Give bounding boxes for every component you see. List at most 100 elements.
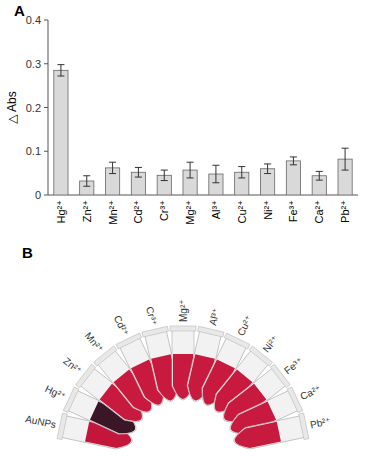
error-bar (135, 167, 142, 177)
tube-label: Mn²⁺ (83, 330, 106, 354)
error-cap (57, 64, 64, 65)
y-tick-label: 0.1 (26, 145, 41, 157)
tube-label: Cd²⁺ (112, 314, 131, 338)
x-tick-label: Hg²⁺ (55, 200, 67, 224)
x-tick-label: Cu²⁺ (236, 200, 248, 224)
panel-label: B (22, 244, 33, 261)
tube-label: Zn²⁺ (61, 355, 84, 376)
error-bar (109, 162, 116, 173)
error-cap (187, 177, 194, 178)
error-stem (164, 170, 165, 181)
error-bar (57, 65, 64, 76)
error-cap (264, 173, 271, 174)
y-tick-label: 0.4 (26, 14, 41, 26)
error-cap (187, 162, 194, 163)
y-tick (44, 151, 48, 152)
tube-rim (299, 413, 309, 439)
error-bar (83, 176, 90, 187)
error-cap (57, 76, 64, 77)
error-cap (109, 173, 116, 174)
error-stem (241, 167, 242, 178)
y-tick (44, 63, 48, 64)
error-cap (135, 167, 142, 168)
x-tick-label: Zn²⁺ (81, 200, 93, 223)
tube-label: Ca²⁺ (298, 383, 322, 402)
bar (54, 70, 68, 195)
tube-liquid (233, 422, 281, 451)
y-axis-label: △ Abs (5, 91, 19, 124)
x-tick-label: Mn²⁺ (107, 200, 119, 225)
error-stem (319, 171, 320, 180)
error-bar (212, 165, 219, 183)
error-stem (86, 176, 87, 187)
y-tick (44, 20, 48, 21)
error-bar (316, 171, 323, 180)
tube-label: AuNPs (24, 413, 57, 430)
error-stem (267, 164, 268, 174)
error-stem (190, 162, 191, 178)
error-stem (215, 165, 216, 183)
y-tick-label: 0.2 (26, 102, 41, 114)
error-cap (290, 164, 297, 165)
error-cap (83, 186, 90, 187)
error-bar (290, 157, 297, 165)
x-tick-label: Fe³⁺ (287, 200, 299, 223)
error-cap (264, 163, 271, 164)
tube (231, 413, 309, 454)
error-stem (293, 157, 294, 165)
tube-label: Hg²⁺ (43, 383, 67, 402)
error-cap (238, 166, 245, 167)
tube-label: Pb²⁺ (309, 415, 332, 430)
bars (54, 65, 352, 195)
error-cap (342, 148, 349, 149)
error-cap (135, 177, 142, 178)
tube-rim (116, 333, 142, 349)
tube-label: Fe³⁺ (282, 355, 305, 376)
x-tick-label: Ni²⁺ (262, 200, 274, 220)
error-bar (264, 164, 271, 174)
error-cap (212, 165, 219, 166)
x-axis (48, 195, 358, 196)
x-tick-label: Ca²⁺ (313, 200, 325, 224)
x-tick-label: Cr³⁺ (158, 200, 170, 221)
tube-label: Ni²⁺ (261, 333, 281, 354)
error-bar (342, 148, 349, 170)
y-tick-label: 0 (35, 189, 41, 201)
error-bar (238, 167, 245, 178)
error-cap (109, 162, 116, 163)
error-stem (112, 162, 113, 173)
error-stem (138, 167, 139, 177)
tube-body (232, 415, 307, 451)
error-cap (342, 170, 349, 171)
error-cap (83, 175, 90, 176)
error-cap (316, 171, 323, 172)
tube-label: Cr³⁺ (144, 305, 159, 326)
tube-rim (142, 326, 168, 337)
y-tick-label: 0.3 (26, 58, 41, 70)
figure: A△ Abs00.10.20.30.4Hg²⁺Zn²⁺Mn²⁺Cd²⁺Cr³⁺M… (0, 0, 366, 463)
x-tick-label: Al³⁺ (210, 200, 222, 219)
error-cap (290, 156, 297, 157)
error-bar (161, 170, 168, 181)
tube-rim (198, 326, 224, 337)
error-cap (161, 170, 168, 171)
tube-label: Mg²⁺ (178, 300, 189, 323)
error-stem (345, 148, 346, 170)
x-tick-label: Cd²⁺ (132, 200, 144, 224)
tube-rim (224, 333, 250, 349)
error-cap (316, 180, 323, 181)
x-tick-label: Pb²⁺ (339, 200, 351, 223)
error-stem (60, 65, 61, 76)
tube-label: Cu²⁺ (235, 314, 254, 338)
tube-label: Al³⁺ (207, 307, 222, 327)
bar (286, 161, 300, 195)
y-tick (44, 107, 48, 108)
y-tick (44, 195, 48, 196)
panel-label: A (14, 2, 25, 19)
error-cap (238, 177, 245, 178)
tube-rim (57, 413, 67, 439)
error-cap (161, 180, 168, 181)
tube-rim (170, 326, 196, 331)
error-cap (212, 182, 219, 183)
error-bar (187, 162, 194, 178)
